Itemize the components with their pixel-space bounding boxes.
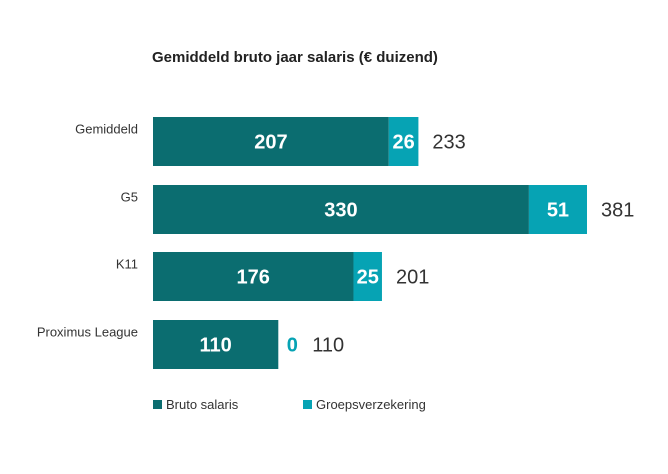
category-label-gemiddeld: Gemiddeld <box>75 122 138 137</box>
bar-bruto-salaris-gemiddeld <box>153 117 389 166</box>
data-label-groepsverzekering-gemiddeld: 26 <box>392 132 414 154</box>
data-label-bruto-salaris-proximus-league: 110 <box>200 335 232 357</box>
total-label-g5: 381 <box>601 200 634 222</box>
bar-groepsverzekering-k11 <box>353 252 382 301</box>
total-label-proximus-league: 110 <box>312 335 344 357</box>
data-label-bruto-salaris-g5: 330 <box>324 200 357 222</box>
total-label-gemiddeld: 233 <box>432 132 465 154</box>
legend-swatch-groepsverzekering <box>303 400 312 409</box>
bar-groepsverzekering-g5 <box>528 185 587 234</box>
legend-swatch-bruto-salaris <box>153 400 162 409</box>
legend-label-groepsverzekering: Groepsverzekering <box>316 397 426 412</box>
category-label-g5: G5 <box>121 190 138 205</box>
data-label-groepsverzekering-k11: 25 <box>357 267 379 289</box>
chart-title: Gemiddeld bruto jaar salaris (€ duizend) <box>152 49 438 66</box>
data-label-bruto-salaris-gemiddeld: 207 <box>254 132 287 154</box>
category-label-k11: K11 <box>116 257 138 272</box>
legend-label-bruto-salaris: Bruto salaris <box>166 397 239 412</box>
data-label-groepsverzekering-proximus-league: 0 <box>287 335 298 357</box>
bar-bruto-salaris-k11 <box>153 252 354 301</box>
category-label-proximus-league: Proximus League <box>37 325 138 340</box>
data-label-groepsverzekering-g5: 51 <box>547 200 569 222</box>
total-label-k11: 201 <box>396 267 429 289</box>
data-label-bruto-salaris-k11: 176 <box>237 267 270 289</box>
bar-bruto-salaris-proximus-league <box>153 320 279 369</box>
bar-bruto-salaris-g5 <box>153 185 529 234</box>
bar-groepsverzekering-gemiddeld <box>388 117 419 166</box>
